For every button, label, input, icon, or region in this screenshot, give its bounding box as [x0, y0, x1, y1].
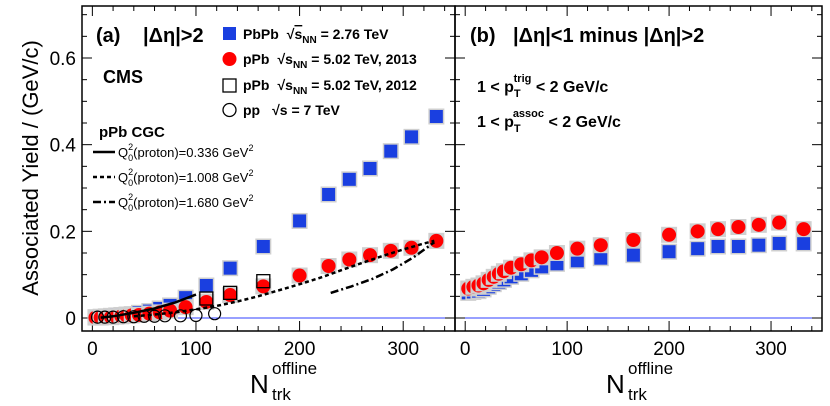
xlabel-a-sub: trk: [272, 385, 291, 404]
point-pp: [127, 310, 141, 324]
x-tick-label-b: 100: [551, 339, 583, 360]
xlabel-b-main: N: [606, 369, 625, 399]
panel-b-cut: |Δη|<1 minus |Δη|>2: [513, 25, 704, 47]
point-ppb2013: [363, 248, 378, 263]
point-ppb2013: [772, 215, 787, 230]
point-ppb2012: [223, 285, 238, 301]
point-ppb2013: [751, 217, 766, 232]
cgc-curve: [133, 239, 435, 318]
xlabel-b-sup: offline: [628, 359, 673, 378]
pt-annotations: 1 < pTtrig < 2 GeV/c 1 < pTassoc < 2 GeV…: [477, 73, 621, 135]
point-pbpb: [731, 240, 745, 253]
point-ppb2013: [292, 268, 307, 283]
legend-entry-pp: pp √s = 7 TeV: [243, 102, 341, 118]
legend-marker-ppb2013: [222, 52, 237, 66]
annotation-assoc: 1 < pTassoc < 2 GeV/c: [477, 108, 621, 135]
y-tick-label: 0: [65, 309, 76, 330]
point-ppb2013: [223, 288, 238, 303]
x-axis-label-b: N offline trk: [606, 359, 673, 404]
point-pp: [173, 309, 188, 323]
legend-entry-pbpb: PbPb √sNN = 2.76 TeV: [243, 26, 389, 46]
xlabel-a-main: N: [250, 369, 269, 399]
point-pbpb: [797, 236, 811, 250]
point-pbpb: [626, 248, 640, 262]
point-ppb2013: [163, 303, 178, 318]
point-pbpb: [404, 130, 418, 144]
cgc-curve: [330, 241, 436, 295]
point-ppb2013: [690, 224, 705, 239]
xlabel-b-sub: trk: [628, 385, 647, 404]
point-pbpb: [662, 245, 676, 259]
panel-a-title: (a) |Δη|>2: [96, 25, 204, 47]
point-pbpb: [570, 254, 584, 268]
point-pbpb: [691, 242, 705, 256]
panel-a-label: (a): [96, 25, 120, 47]
cgc-curve: [100, 293, 197, 319]
legend-marker-ppb2012: [222, 78, 237, 93]
point-ppb2012: [199, 291, 214, 306]
xlabel-a-sup: offline: [272, 359, 317, 378]
point-pbpb: [342, 172, 356, 186]
panel-a: 0 100 200 300 0 0.2 0.4 0.6: [50, 6, 455, 360]
point-ppb2013: [626, 233, 641, 247]
legend-entry-ppb2013: pPb √sNN = 5.02 TeV, 2013: [243, 51, 417, 71]
point-pp: [208, 307, 222, 321]
point-ppb2013: [321, 259, 336, 273]
point-pbpb: [384, 144, 398, 158]
x-tick-label-a: 0: [87, 339, 98, 360]
point-pbpb: [752, 238, 766, 252]
point-ppb2013: [570, 241, 585, 256]
y-tick-label: 0.4: [50, 136, 77, 157]
annotation-trig: 1 < pTtrig < 2 GeV/c: [477, 73, 608, 100]
point-pp: [158, 309, 172, 323]
cms-label: CMS: [103, 67, 143, 87]
point-pbpb: [256, 240, 270, 253]
point-ppb2013: [796, 222, 811, 237]
legend-entry-ppb2012: pPb √sNN = 5.02 TeV, 2012: [243, 77, 417, 97]
x-tick-label-b: 300: [755, 339, 787, 360]
x-axis-label-a: N offline trk: [250, 359, 317, 404]
point-pbpb: [429, 110, 443, 123]
point-ppb2013: [342, 252, 357, 267]
panel-a-cut: |Δη|>2: [143, 25, 204, 47]
y-tick-label: 0.2: [50, 222, 76, 243]
point-pbpb: [711, 240, 725, 253]
x-tick-label-a: 100: [180, 339, 212, 360]
point-pbpb: [772, 236, 786, 250]
panel-b-title: (b) |Δη|<1 minus |Δη|>2: [470, 25, 704, 47]
x-tick-label-a: 200: [284, 339, 316, 360]
panel-b: 0 100 200 300: [455, 6, 822, 360]
point-pbpb: [199, 279, 213, 292]
legend-marker-pbpb: [223, 27, 236, 40]
point-pbpb: [363, 162, 377, 175]
panel-b-label: (b): [470, 25, 496, 47]
cgc-entry-1: Q02(proton)=0.336 GeV2: [118, 142, 253, 163]
point-ppb2013: [549, 246, 564, 260]
x-tick-label-a: 300: [387, 339, 419, 360]
panel-b-frame: [454, 5, 823, 332]
cgc-legend: pPb CGC Q02(proton)=0.336 GeV2 Q02(proto…: [93, 124, 253, 213]
cgc-title: pPb CGC: [99, 124, 165, 141]
legend: PbPb √sNN = 2.76 TeV pPb √sNN = 5.02 TeV, …: [222, 26, 417, 118]
point-ppb2012: [256, 274, 271, 289]
cgc-entry-2: Q02(proton)=1.008 GeV2: [118, 167, 253, 188]
point-pbpb: [293, 214, 307, 228]
legend-marker-pp: [222, 102, 237, 118]
point-pbpb: [223, 261, 237, 275]
x-tick-label-b: 0: [460, 339, 471, 360]
point-ppb2013: [256, 279, 271, 294]
cgc-entry-3: Q02(proton)=1.680 GeV2: [118, 192, 253, 213]
y-tick-label: 0.6: [50, 49, 76, 70]
point-ppb2013: [534, 250, 549, 265]
point-ppb2013: [731, 220, 746, 234]
point-ppb2013: [662, 227, 677, 242]
x-tick-label-b: 200: [653, 339, 685, 360]
point-pp: [189, 308, 203, 322]
y-axis-label: Associated Yield / (GeV/c): [18, 40, 43, 296]
point-pbpb: [322, 188, 336, 201]
point-pbpb: [594, 251, 608, 265]
point-ppb2013: [593, 238, 608, 253]
point-ppb2013: [711, 222, 726, 237]
